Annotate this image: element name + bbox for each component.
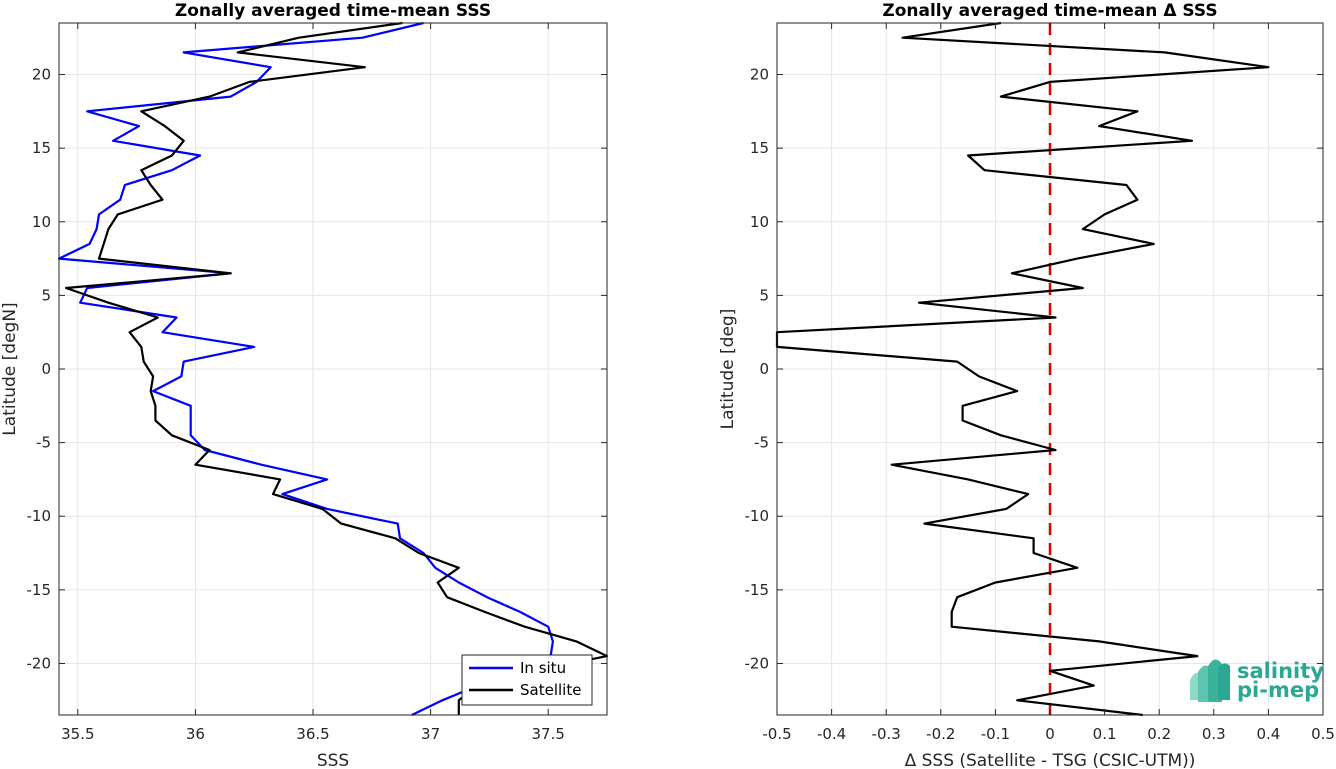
left-y-ticks: -20 -15 -10 -5 0 5 10 15 20 [27,66,607,672]
right-y-axis-label: Latitude [deg] [718,309,738,430]
right-x-ticks: -0.5 -0.4 -0.3 -0.2 -0.1 0 0.1 0.2 0.3 0.4 0.5 [762,23,1335,743]
left-y-tick-label: -20 [27,654,52,672]
left-x-tick-label: 36 [186,725,205,743]
right-y-tick-label: 0 [759,360,769,378]
right-x-tick-label: 0.4 [1256,725,1280,743]
left-y-tick-label: 5 [41,286,51,304]
right-x-tick-label: -0.4 [817,725,846,743]
right-y-tick-label: -15 [745,581,770,599]
left-series-group [57,21,609,716]
right-y-tick-label: 5 [759,286,769,304]
left-x-axis-label: SSS [317,751,349,769]
legend-insitu-label: In situ [520,659,566,677]
legend: In situ Satellite [461,654,593,706]
left-chart-title: Zonally averaged time-mean SSS [175,1,491,21]
right-x-tick-label: 0.1 [1093,725,1117,743]
logo-line2: pi-mep [1237,678,1319,702]
left-y-tick-label: 10 [32,213,51,231]
left-series-line-satellite [64,21,609,715]
left-y-tick-label: -15 [27,581,52,599]
right-y-tick-label: 20 [750,66,769,84]
left-y-tick-label: -5 [36,434,51,452]
right-y-tick-label: -20 [745,654,770,672]
left-gridlines [59,23,607,715]
right-x-tick-label: -0.5 [762,725,791,743]
legend-box [461,654,593,706]
right-x-tick-label: 0 [1045,725,1055,743]
right-chart-title: Zonally averaged time-mean Δ SSS [882,1,1217,21]
left-y-axis-label: Latitude [degN] [0,302,20,435]
left-series-line-in-situ [57,21,555,716]
right-y-tick-label: -5 [754,434,769,452]
right-y-tick-label: -10 [745,507,770,525]
right-x-tick-label: -0.2 [926,725,955,743]
left-x-tick-label: 37.5 [531,725,564,743]
left-y-tick-label: 15 [32,139,51,157]
right-chart-panel: -0.5 -0.4 -0.3 -0.2 -0.1 0 0.1 0.2 0.3 0.4 0.5 -20… [718,1,1335,769]
left-x-ticks: 35.5 36 36.5 37 37.5 [61,23,565,743]
salinity-pi-mep-logo: salinity pi-mep [1190,659,1324,702]
right-y-ticks: -20 -15 -10 -5 0 5 10 15 20 [745,66,1323,672]
right-y-tick-label: 15 [750,139,769,157]
right-x-tick-label: -0.1 [981,725,1010,743]
right-x-tick-label: 0.2 [1147,725,1171,743]
legend-satellite-label: Satellite [520,681,581,699]
right-series-group [775,21,1270,717]
right-x-tick-label: 0.3 [1202,725,1226,743]
right-series-line-delta [775,21,1270,717]
right-y-tick-label: 10 [750,213,769,231]
left-chart-panel: 35.5 36 36.5 37 37.5 -20 -15 -10 -5 0 5 10 15 20 Zon… [0,1,609,769]
left-y-tick-label: 20 [32,66,51,84]
left-x-tick-label: 35.5 [61,725,94,743]
left-y-tick-label: -10 [27,507,52,525]
right-x-axis-label: Δ SSS (Satellite - TSG (CSIC-UTM)) [905,751,1196,769]
logo-line1: salinity [1237,659,1324,683]
right-x-tick-label: -0.3 [872,725,901,743]
right-x-tick-label: 0.5 [1311,725,1335,743]
logo-wave-icon [1190,659,1230,702]
left-x-tick-label: 37 [421,725,440,743]
left-x-tick-label: 36.5 [296,725,329,743]
left-y-tick-label: 0 [41,360,51,378]
